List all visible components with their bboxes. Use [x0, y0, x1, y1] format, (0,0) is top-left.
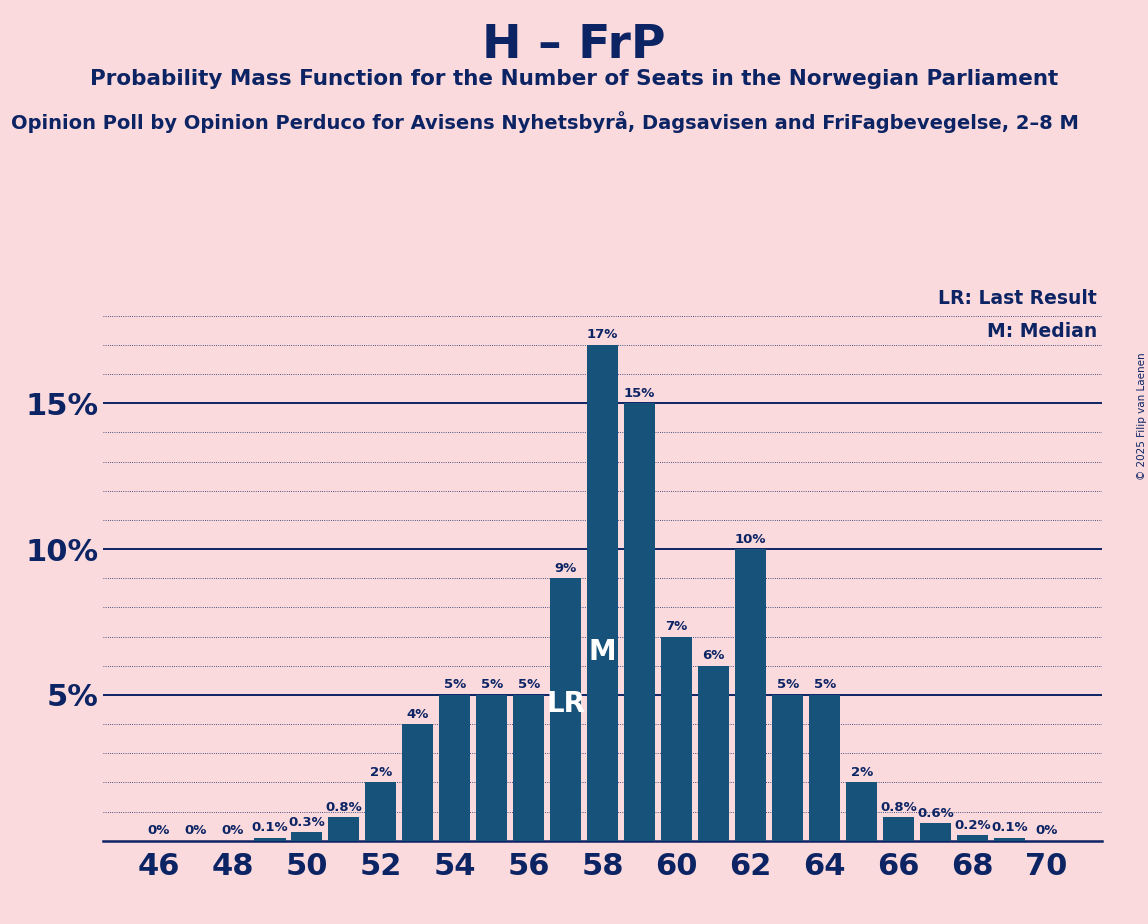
- Text: 0.1%: 0.1%: [991, 821, 1027, 834]
- Bar: [365, 783, 396, 841]
- Bar: [625, 403, 656, 841]
- Text: © 2025 Filip van Laenen: © 2025 Filip van Laenen: [1138, 352, 1147, 480]
- Text: 0.8%: 0.8%: [881, 801, 917, 814]
- Text: 0%: 0%: [185, 824, 207, 837]
- Bar: [439, 695, 471, 841]
- Bar: [771, 695, 804, 841]
- Bar: [661, 637, 692, 841]
- Bar: [328, 818, 359, 841]
- Text: 0%: 0%: [1035, 824, 1057, 837]
- Text: 0.3%: 0.3%: [288, 816, 325, 829]
- Text: 0.2%: 0.2%: [954, 819, 991, 832]
- Bar: [587, 345, 619, 841]
- Text: 0.8%: 0.8%: [325, 801, 362, 814]
- Text: 5%: 5%: [518, 678, 540, 691]
- Text: 7%: 7%: [666, 620, 688, 633]
- Text: Probability Mass Function for the Number of Seats in the Norwegian Parliament: Probability Mass Function for the Number…: [90, 69, 1058, 90]
- Text: 10%: 10%: [735, 532, 767, 545]
- Text: 4%: 4%: [406, 708, 429, 721]
- Text: 5%: 5%: [481, 678, 503, 691]
- Bar: [402, 724, 434, 841]
- Bar: [957, 835, 988, 841]
- Text: 0.1%: 0.1%: [251, 821, 288, 834]
- Text: 17%: 17%: [587, 328, 619, 341]
- Text: 9%: 9%: [554, 562, 576, 575]
- Bar: [994, 838, 1025, 841]
- Bar: [883, 818, 914, 841]
- Bar: [846, 783, 877, 841]
- Text: 5%: 5%: [776, 678, 799, 691]
- Text: 2%: 2%: [370, 766, 391, 779]
- Text: 0%: 0%: [222, 824, 245, 837]
- Bar: [550, 578, 581, 841]
- Text: 2%: 2%: [851, 766, 872, 779]
- Text: M: M: [589, 638, 616, 666]
- Text: 5%: 5%: [443, 678, 466, 691]
- Bar: [920, 823, 952, 841]
- Bar: [809, 695, 840, 841]
- Text: LR: LR: [546, 690, 585, 718]
- Text: LR: Last Result: LR: Last Result: [938, 289, 1097, 309]
- Bar: [476, 695, 507, 841]
- Text: 5%: 5%: [814, 678, 836, 691]
- Text: 0%: 0%: [148, 824, 170, 837]
- Bar: [513, 695, 544, 841]
- Text: 6%: 6%: [703, 650, 724, 663]
- Bar: [735, 549, 767, 841]
- Text: 15%: 15%: [625, 386, 656, 400]
- Text: H – FrP: H – FrP: [482, 23, 666, 68]
- Bar: [292, 833, 323, 841]
- Text: Opinion Poll by Opinion Perduco for Avisens Nyhetsbyrå, Dagsavisen and FriFagbev: Opinion Poll by Opinion Perduco for Avis…: [11, 111, 1079, 133]
- Text: M: Median: M: Median: [987, 322, 1097, 342]
- Bar: [254, 838, 286, 841]
- Text: 0.6%: 0.6%: [917, 807, 954, 820]
- Bar: [698, 666, 729, 841]
